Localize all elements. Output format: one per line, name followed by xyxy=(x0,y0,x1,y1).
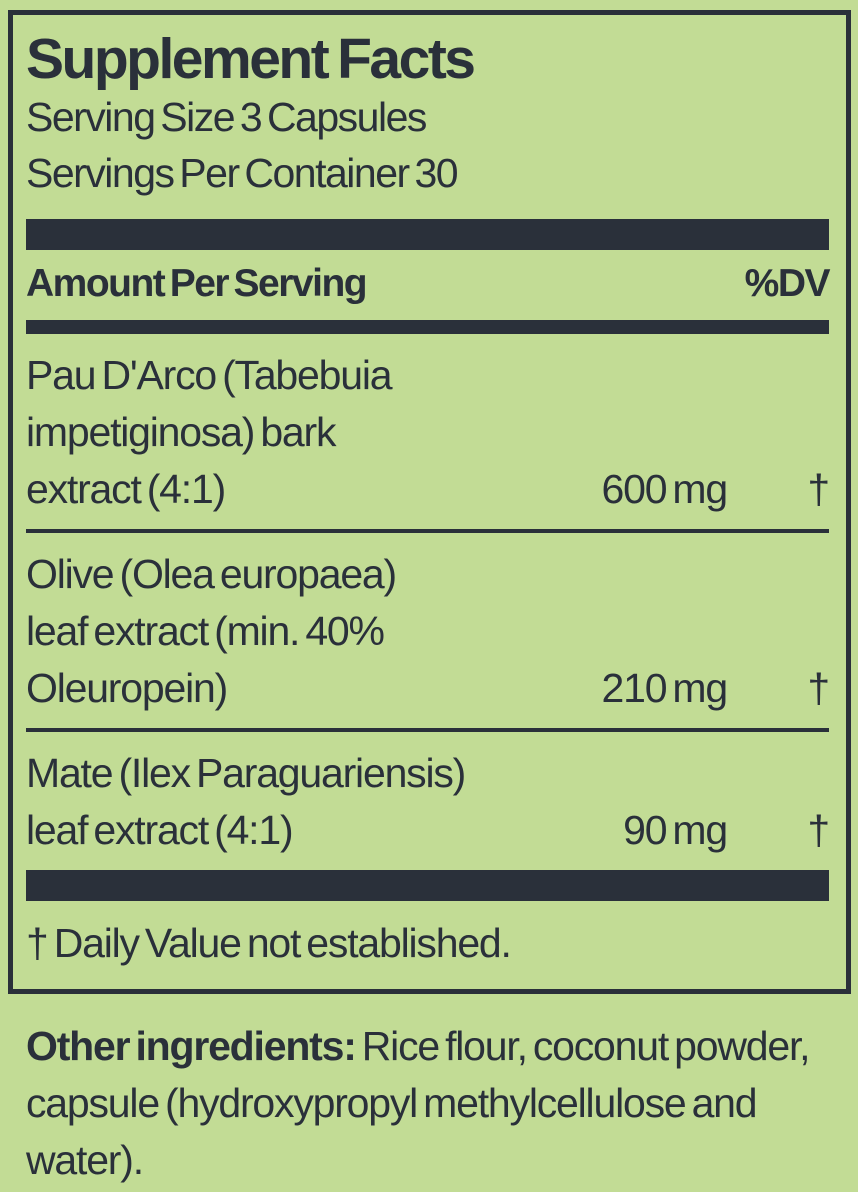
ingredient-name: Olive (Olea europaea) leaf extract (min.… xyxy=(26,546,602,717)
ingredient-name-line: leaf extract (min. 40% xyxy=(26,608,385,654)
ingredient-dv-dagger: † xyxy=(807,665,830,711)
panel-title: Supplement Facts xyxy=(26,27,476,91)
serving-size: Serving Size 3 Capsules xyxy=(26,94,427,140)
ingredient-amount: 210 mg xyxy=(601,665,729,711)
separator-bar-header xyxy=(26,320,829,334)
other-ingredients-label: Other ingredients: xyxy=(26,1023,357,1069)
separator-bar-top xyxy=(26,219,829,250)
ingredient-name-line: extract (4:1) xyxy=(26,466,226,512)
ingredient-name-line: Oleuropein) xyxy=(26,665,228,711)
daily-value-footnote: † Daily Value not established. xyxy=(26,920,512,966)
other-ingredients: Other ingredients: Rice flour, coconut p… xyxy=(26,1018,838,1189)
ingredient-name-line: impetiginosa) bark xyxy=(26,409,336,455)
servings-per-container: Servings Per Container 30 xyxy=(26,150,459,196)
column-header-row: Amount Per Serving %DV xyxy=(26,250,831,320)
ingredient-name: Pau D'Arco (Tabebuia impetiginosa) bark … xyxy=(26,347,602,518)
supplement-facts-panel: Supplement Facts Serving Size 3 Capsules… xyxy=(8,10,851,994)
ingredient-name: Mate (Ilex Paraguariensis) leaf extract … xyxy=(26,745,623,859)
ingredient-name-line: Olive (Olea europaea) xyxy=(26,551,397,597)
ingredient-amount: 600 mg xyxy=(601,466,729,512)
ingredient-name-line: Mate (Ilex Paraguariensis) xyxy=(26,750,466,796)
ingredient-row-pau-darco: Pau D'Arco (Tabebuia impetiginosa) bark … xyxy=(26,334,830,533)
ingredient-name-line: leaf extract (4:1) xyxy=(26,807,294,853)
ingredient-name-line: Pau D'Arco (Tabebuia xyxy=(26,352,393,398)
dv-header: %DV xyxy=(744,262,831,305)
ingredient-row-mate: Mate (Ilex Paraguariensis) leaf extract … xyxy=(26,732,830,870)
ingredient-amount: 90 mg xyxy=(623,807,728,853)
amount-per-serving-header: Amount Per Serving xyxy=(26,262,368,305)
separator-bar-bottom xyxy=(26,870,829,901)
ingredient-dv-dagger: † xyxy=(807,466,830,512)
ingredient-row-olive: Olive (Olea europaea) leaf extract (min.… xyxy=(26,533,830,732)
ingredient-dv-dagger: † xyxy=(807,807,830,853)
other-ingredients-text: Rice flour, coconut powder, capsule (hyd… xyxy=(26,1023,811,1183)
